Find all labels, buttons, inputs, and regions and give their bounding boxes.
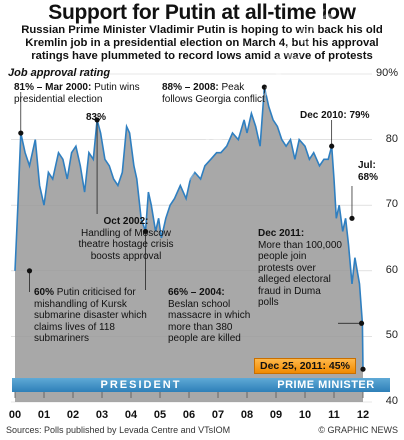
x-tick-04: 04: [124, 409, 138, 421]
x-tick-02: 02: [66, 409, 80, 421]
annotation-dec-2010: Dec 2010: 79%: [300, 110, 370, 122]
annotation-dec-2010-text: Dec 2010: 79%: [300, 110, 370, 121]
annotation-2008-text: Peak follows Georgia conflict: [162, 82, 265, 105]
approval-line: [14, 86, 364, 370]
prime-minister-band: PRIME MINISTER: [262, 378, 390, 392]
y-axis-label: Job approval rating: [8, 67, 111, 79]
annotation-dec-2011-date: Dec 2011:: [258, 228, 305, 239]
annotation-kursk-date: 60%: [34, 287, 55, 298]
annotation-kursk: 60% Putin criticised for mishandling of …: [34, 287, 152, 345]
latest-value-badge: Dec 25, 2011: 45%: [254, 358, 356, 374]
annotation-dec-2011-text: More than 100,000 people join protests o…: [258, 239, 342, 309]
annotation-oct-2002-date: Oct 2002:: [103, 216, 149, 227]
x-tick-07: 07: [211, 409, 225, 421]
x-tick-03: 03: [95, 409, 109, 421]
x-tick-06: 06: [182, 409, 196, 421]
annotation-beslan-text: Beslan school massacre in which more tha…: [168, 298, 251, 345]
annotation-2008: 88% – 2008: Peak follows Georgia conflic…: [162, 82, 267, 105]
annotation-oct-2002: Oct 2002: Handling of Moscow theatre hos…: [66, 216, 186, 262]
y-tick-40: 40: [385, 395, 398, 407]
annotation-2008-date: 88% – 2008:: [162, 82, 219, 93]
y-tick-80: 80: [385, 133, 398, 145]
annotation-dec-2011: Dec 2011: More than 100,000 people join …: [258, 228, 342, 309]
annotation-kursk-text: Putin criticised for mishandling of Kurs…: [34, 287, 147, 344]
x-tick-09: 09: [269, 409, 283, 421]
annotation-jul-value: 68%: [358, 171, 379, 183]
x-tick-05: 05: [153, 409, 167, 421]
annotation-jul: Jul: 68%: [358, 160, 398, 183]
x-tick-00: 00: [8, 409, 22, 421]
president-band: PRESIDENT: [12, 378, 270, 392]
x-tick-12: 12: [356, 409, 370, 421]
annotation-jul-date: Jul:: [358, 160, 376, 171]
annotation-2000-date: 81% – Mar 2000:: [14, 82, 92, 93]
subtitle: Russian Prime Minister Vladimir Putin is…: [21, 24, 383, 62]
annotation-beslan-date: 66% – 2004:: [168, 287, 225, 298]
y-tick-70: 70: [385, 198, 398, 210]
annotation-2002-peak-value: 83%: [86, 112, 107, 123]
x-tick-08: 08: [240, 409, 254, 421]
credit: © GRAPHIC NEWS: [318, 425, 398, 435]
approval-area: [15, 87, 363, 402]
annotation-2002-peak: 83%: [86, 112, 106, 124]
x-tick-01: 01: [37, 409, 51, 421]
page-title: Support for Putin at all-time low: [48, 1, 356, 24]
annotation-oct-2002-text: Handling of Moscow theatre hostage crisi…: [78, 227, 174, 262]
y-tick-60: 60: [385, 264, 398, 276]
annotation-beslan: 66% – 2004: Beslan school massacre in wh…: [168, 287, 254, 345]
y-tick-90: 90%: [375, 67, 398, 79]
x-tick-10: 10: [298, 409, 312, 421]
annotation-2000: 81% – Mar 2000: Putin wins presidential …: [14, 82, 144, 105]
y-tick-50: 50: [385, 329, 398, 341]
x-tick-11: 11: [328, 409, 340, 421]
marker-dec-25-2011: [360, 366, 366, 372]
annotation-2000-text: Putin wins presidential election: [14, 82, 140, 105]
source-note: Sources: Polls published by Levada Centr…: [6, 425, 231, 435]
